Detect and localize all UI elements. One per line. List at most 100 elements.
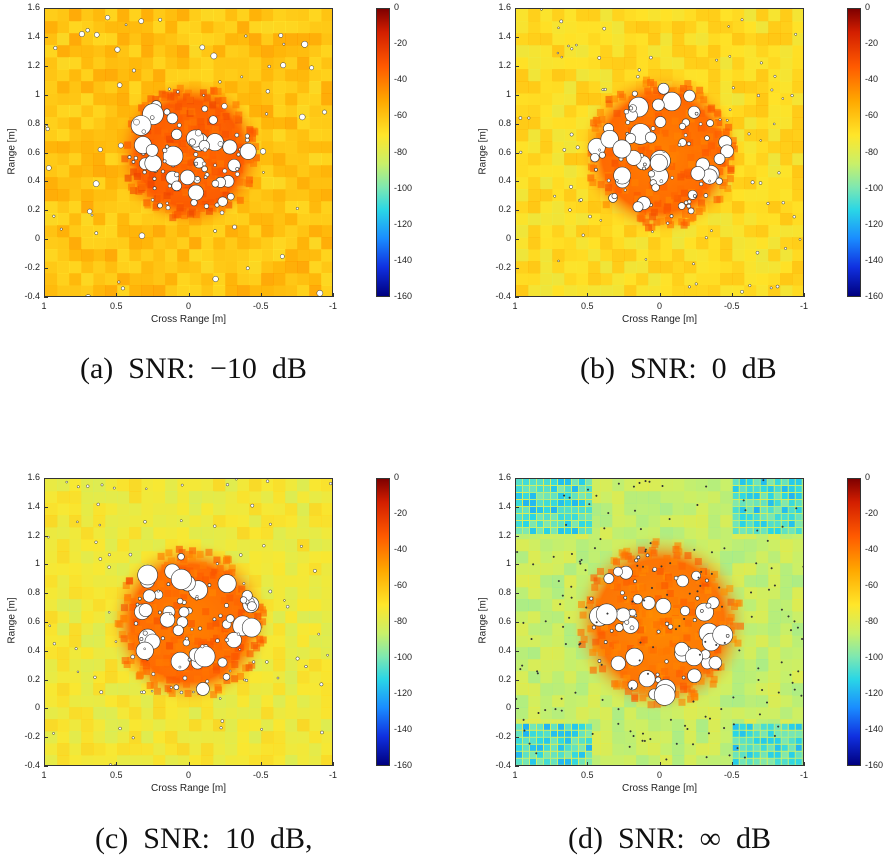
scatterer-marker: [234, 479, 238, 481]
scatterer-marker: [617, 722, 620, 725]
noise-cell: [153, 719, 166, 732]
noise-cell: [768, 587, 781, 600]
cluster-speckle: [252, 154, 260, 162]
noise-cell: [69, 647, 82, 660]
noise-cell: [588, 237, 601, 250]
noise-cell: [552, 671, 565, 684]
noise-cell: [285, 527, 298, 540]
scatterer-marker: [600, 129, 619, 149]
sidelobe-cell: [558, 730, 564, 737]
noise-cell: [780, 273, 793, 286]
scatterer-marker: [278, 33, 284, 38]
scatterer-marker: [313, 568, 317, 573]
cluster-speckle: [656, 133, 664, 141]
sidelobe-cell: [774, 528, 781, 534]
cluster-speckle: [694, 558, 702, 566]
noise-cell: [153, 503, 166, 516]
cluster-speckle: [127, 183, 135, 191]
noise-cell: [69, 129, 82, 142]
cluster-speckle: [678, 562, 686, 570]
noise-cell: [672, 249, 685, 262]
sidelobe-cell: [572, 751, 578, 758]
noise-cell: [81, 261, 94, 274]
noise-cell: [309, 599, 322, 612]
scatterer-marker: [150, 690, 154, 693]
sidelobe-cell: [774, 737, 781, 744]
noise-cell: [189, 719, 202, 732]
scatterer-marker: [638, 481, 641, 484]
noise-cell: [273, 69, 286, 82]
noise-cell: [261, 129, 274, 142]
noise-cell: [57, 659, 70, 672]
cluster-speckle: [208, 109, 216, 117]
noise-cell: [165, 237, 178, 250]
scatterer-marker: [777, 171, 781, 175]
sidelobe-cell: [767, 479, 774, 485]
scatterer-marker: [52, 732, 55, 735]
noise-cell: [309, 755, 322, 765]
sidelobe-cell: [753, 723, 760, 730]
noise-cell: [648, 503, 661, 516]
noise-cell: [117, 743, 130, 756]
noise-cell: [69, 165, 82, 178]
noise-cell: [720, 81, 733, 94]
scatterer-marker: [651, 183, 660, 192]
noise-cell: [321, 515, 332, 528]
noise-cell: [153, 707, 166, 720]
noise-cell: [792, 623, 803, 636]
sidelobe-cell: [739, 521, 746, 527]
y-tick-mark: [44, 181, 48, 183]
noise-cell: [105, 105, 118, 118]
cluster-speckle: [649, 646, 657, 654]
sidelobe-cell: [572, 486, 578, 492]
y-tick-label: -0.4: [24, 760, 40, 770]
cluster-speckle: [185, 149, 193, 157]
cluster-speckle: [623, 578, 631, 586]
cluster-speckle: [163, 192, 171, 200]
scatterer-marker: [166, 112, 179, 125]
scatterer-marker: [759, 139, 762, 142]
noise-cell: [165, 249, 178, 262]
cluster-speckle: [166, 135, 174, 143]
noise-cell: [81, 105, 94, 118]
scatterer-marker: [176, 90, 180, 94]
y-tick-label: 1: [505, 88, 511, 99]
scatterer-marker: [98, 523, 102, 527]
noise-cell: [237, 731, 250, 744]
cluster-speckle: [149, 674, 157, 682]
noise-cell: [141, 21, 154, 34]
cluster-speckle: [222, 112, 230, 120]
noise-cell: [273, 611, 286, 624]
scatterer-marker: [118, 142, 124, 149]
noise-cell: [540, 575, 553, 588]
scatterer-marker: [201, 161, 207, 167]
noise-cell: [708, 225, 721, 238]
noise-cell: [225, 273, 238, 286]
scatterer-marker: [107, 565, 111, 569]
noise-cell: [792, 707, 803, 720]
sidelobe-cell: [781, 744, 788, 751]
scatterer-marker: [137, 596, 142, 601]
noise-cell: [684, 503, 697, 516]
scatterer-marker: [286, 605, 290, 609]
sidelobe-cell: [767, 744, 774, 751]
sidelobe-cell: [739, 500, 746, 506]
scatterer-marker: [46, 165, 52, 171]
noise-cell: [588, 249, 601, 262]
noise-cell: [564, 117, 577, 130]
scatterer-marker: [532, 563, 535, 566]
x-tick-mark: [515, 762, 516, 766]
noise-cell: [792, 57, 803, 70]
cluster-speckle: [204, 159, 212, 167]
sidelobe-cell: [586, 507, 592, 513]
noise-cell: [309, 611, 322, 624]
noise-cell: [540, 9, 553, 22]
sidelobe-cell: [586, 493, 592, 499]
sidelobe-cell: [739, 493, 746, 499]
noise-cell: [516, 611, 529, 624]
noise-cell: [636, 503, 649, 516]
noise-cell: [684, 21, 697, 34]
sidelobe-cell: [544, 730, 550, 737]
noise-cell: [540, 225, 553, 238]
scatterer-marker: [694, 282, 698, 286]
